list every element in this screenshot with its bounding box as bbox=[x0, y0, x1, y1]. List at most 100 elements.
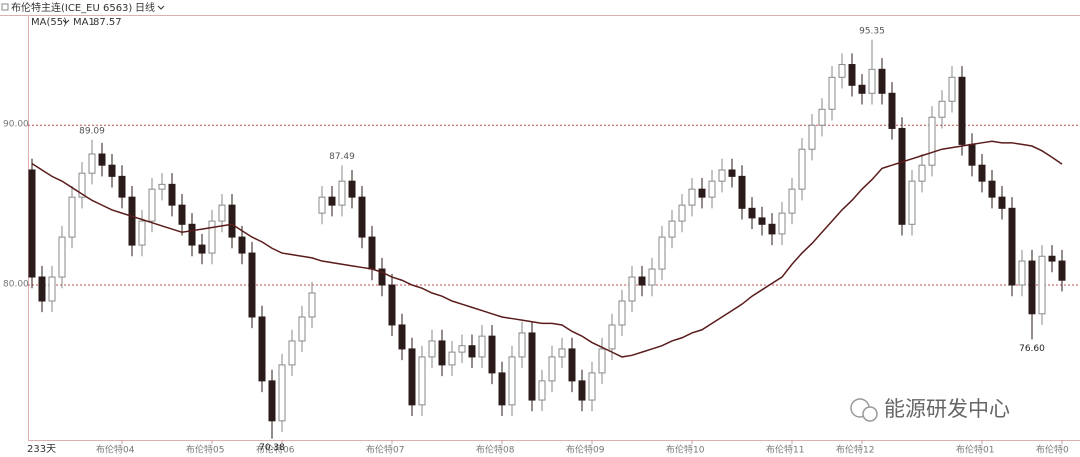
candle-body bbox=[728, 169, 736, 177]
candle-body bbox=[98, 153, 106, 166]
x-tick-label: 布伦特08 bbox=[476, 444, 515, 456]
high-label: 95.35 bbox=[859, 26, 885, 36]
candle-body bbox=[218, 204, 226, 222]
candle-body bbox=[918, 164, 926, 182]
candle-body bbox=[148, 188, 156, 222]
candle-body bbox=[548, 356, 556, 382]
candle-body bbox=[868, 68, 876, 94]
candle-body bbox=[598, 348, 606, 374]
candle-body bbox=[1038, 255, 1046, 315]
candle-body bbox=[328, 196, 336, 206]
candle-body bbox=[718, 169, 726, 182]
candle-body bbox=[938, 100, 946, 118]
candle-body bbox=[818, 108, 826, 126]
x-tick-label: 布伦特06 bbox=[256, 444, 295, 456]
candle-body bbox=[308, 292, 316, 318]
candle-body bbox=[418, 356, 426, 406]
candle-body bbox=[368, 236, 376, 270]
candle-body bbox=[958, 76, 966, 145]
period-selector[interactable]: 日线 bbox=[135, 1, 155, 14]
candle-body bbox=[838, 64, 846, 78]
candle-body bbox=[1008, 207, 1016, 286]
candle-body bbox=[808, 124, 816, 150]
ma-value: 87.57 bbox=[93, 17, 122, 28]
x-tick-label: 布伦特0 bbox=[1036, 444, 1069, 456]
candle-body bbox=[398, 324, 406, 350]
x-tick-label: 布伦特12 bbox=[836, 444, 874, 456]
candle-body bbox=[498, 372, 506, 406]
candle-body bbox=[658, 236, 666, 270]
candle-body bbox=[38, 276, 46, 302]
candle-body bbox=[998, 196, 1006, 209]
dropdown-arrow bbox=[157, 5, 165, 10]
candle-body bbox=[228, 204, 236, 238]
candle-body bbox=[128, 196, 136, 246]
candle-body bbox=[988, 180, 996, 198]
candle-body bbox=[318, 196, 326, 214]
candle-body bbox=[68, 196, 76, 238]
candle-body bbox=[118, 175, 126, 198]
candle-body bbox=[288, 340, 296, 366]
candle-body bbox=[528, 332, 536, 401]
candle-body bbox=[168, 183, 176, 206]
candle-body bbox=[478, 335, 486, 358]
ma-name: MA1 bbox=[73, 17, 95, 28]
candle-body bbox=[208, 220, 216, 254]
candle-body bbox=[188, 223, 196, 246]
x-tick-label: 布伦特11 bbox=[766, 444, 804, 456]
candle-body bbox=[858, 84, 866, 94]
chart-title: 布伦特主连(ICE_EU 6563) bbox=[11, 1, 132, 14]
y-tick-label: 80.00 bbox=[3, 280, 29, 290]
candle-body bbox=[108, 164, 116, 177]
candle-body bbox=[238, 236, 246, 254]
candle-body bbox=[358, 196, 366, 238]
candle-body bbox=[388, 284, 396, 326]
low-label: 76.60 bbox=[1019, 344, 1045, 354]
candle-body bbox=[638, 276, 646, 286]
candle-body bbox=[78, 172, 86, 198]
candle-body bbox=[748, 207, 756, 219]
indicator-label[interactable]: MA(55) bbox=[31, 17, 67, 28]
candle-body bbox=[88, 153, 96, 174]
candle-body bbox=[518, 332, 526, 358]
candle-body bbox=[1058, 260, 1066, 281]
candle-body bbox=[688, 188, 696, 206]
candle-body bbox=[578, 380, 586, 401]
candle-body bbox=[568, 348, 576, 382]
candle-body bbox=[458, 345, 466, 353]
candle-body bbox=[348, 180, 356, 198]
candle-body bbox=[758, 217, 766, 225]
candle-body bbox=[738, 175, 746, 209]
header-icon bbox=[1, 3, 9, 11]
candle-body bbox=[798, 148, 806, 190]
candle-body bbox=[588, 372, 596, 401]
candle-body bbox=[558, 348, 566, 358]
candle-body bbox=[628, 276, 636, 302]
candle-body bbox=[678, 204, 686, 222]
candle-body bbox=[778, 212, 786, 235]
candle-body bbox=[48, 276, 56, 302]
ma-line bbox=[31, 140, 1063, 358]
candle-body bbox=[768, 223, 776, 235]
watermark: 能源研发中心 bbox=[884, 397, 1010, 421]
candle-body bbox=[928, 116, 936, 166]
candle-body bbox=[908, 180, 916, 225]
high-label: 87.49 bbox=[329, 152, 355, 162]
candle-body bbox=[378, 268, 386, 286]
candle-body bbox=[648, 268, 656, 286]
candle-body bbox=[888, 92, 896, 129]
candle-body bbox=[788, 188, 796, 214]
candle-body bbox=[618, 300, 626, 326]
candle-body bbox=[468, 345, 476, 358]
candle-body bbox=[448, 351, 456, 366]
candle-body bbox=[428, 340, 436, 358]
candle-body bbox=[408, 348, 416, 406]
candle-body bbox=[158, 183, 166, 190]
y-tick-label: 90.00 bbox=[3, 120, 29, 130]
candle-body bbox=[608, 324, 616, 350]
dropdown-arrow bbox=[62, 19, 70, 24]
candle-body bbox=[138, 220, 146, 246]
candle-body bbox=[1018, 260, 1026, 286]
